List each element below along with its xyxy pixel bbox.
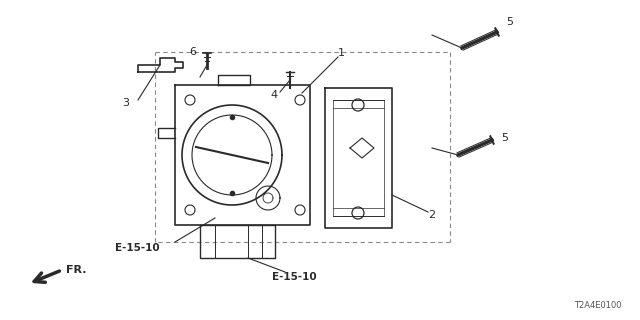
Text: E-15-10: E-15-10 <box>115 243 159 253</box>
Text: 6: 6 <box>189 47 196 57</box>
Text: 4: 4 <box>271 90 278 100</box>
Text: T2A4E0100: T2A4E0100 <box>575 301 622 310</box>
Text: 5: 5 <box>506 17 513 27</box>
Text: 2: 2 <box>428 210 436 220</box>
Text: FR.: FR. <box>66 265 86 275</box>
Text: 5: 5 <box>502 133 509 143</box>
Text: 3: 3 <box>122 98 129 108</box>
Text: E-15-10: E-15-10 <box>272 272 317 282</box>
Text: 1: 1 <box>337 48 344 58</box>
